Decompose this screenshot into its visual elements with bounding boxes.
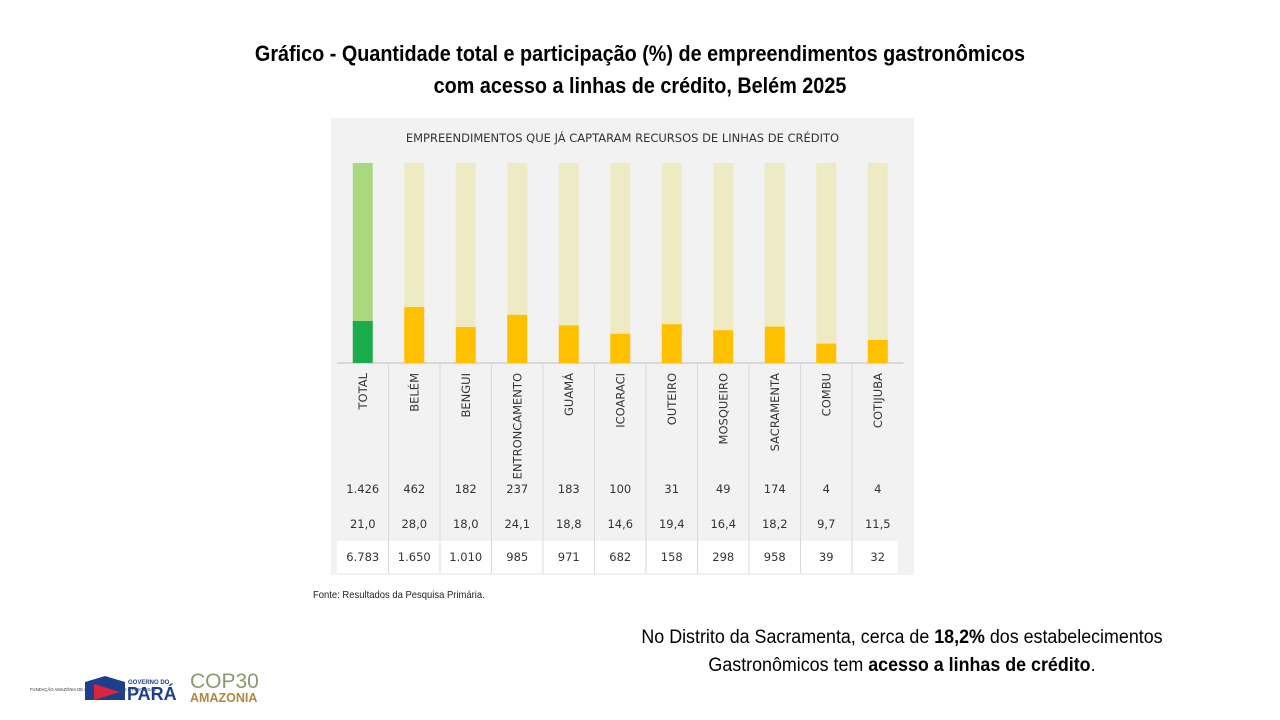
table-value-r1-c7: 16,4 <box>710 517 736 531</box>
highlight-note: No Distrito da Sacramenta, cerca de 18,2… <box>609 624 1196 680</box>
bar-part-0 <box>352 321 373 363</box>
bar-part-1 <box>404 307 425 363</box>
table-value-r1-c4: 18,8 <box>556 517 582 531</box>
table-value-r1-c10: 11,5 <box>865 517 891 531</box>
table-value-r0-c8: 174 <box>764 482 786 496</box>
bar-part-8 <box>764 326 785 363</box>
note-middle: dos estabelecimentos <box>984 627 1163 648</box>
bar-rest-5 <box>610 163 631 334</box>
table-value-r0-c2: 182 <box>455 482 477 496</box>
table-value-r2-c1: 1.650 <box>398 550 431 564</box>
table-value-r2-c3: 985 <box>506 550 528 564</box>
cop30-text: COP30 <box>190 670 259 693</box>
category-label-7: MOSQUEIRO <box>716 373 730 444</box>
bar-chart: TOTAL 1.426 21,0 6.783 BELÉM 462 28,0 1.650 BENG… <box>337 163 904 573</box>
bar-part-9 <box>816 343 837 363</box>
table-value-r1-c8: 18,2 <box>762 517 788 531</box>
table-value-r0-c3: 237 <box>506 482 528 496</box>
table-value-r0-c1: 462 <box>403 482 425 496</box>
table-value-r1-c0: 21,0 <box>350 517 376 531</box>
table-value-r2-c5: 682 <box>609 550 631 564</box>
table-value-r0-c9: 4 <box>823 482 830 496</box>
bar-rest-2 <box>455 163 476 327</box>
table-value-r2-c10: 32 <box>870 550 885 564</box>
bar-part-6 <box>661 324 682 363</box>
category-label-4: GUAMÁ <box>561 373 576 416</box>
note-suffix: . <box>1090 655 1096 676</box>
table-row-3-background <box>337 541 898 573</box>
table-value-r2-c8: 958 <box>764 550 786 564</box>
page-title: Gráfico - Quantidade total e participaçã… <box>64 38 1216 102</box>
table-value-r0-c10: 4 <box>874 482 881 496</box>
bar-rest-3 <box>507 163 528 315</box>
source-note: Fonte: Resultados da Pesquisa Primária. <box>313 589 485 601</box>
note-line2-prefix: Gastronômicos tem <box>708 655 869 676</box>
bar-rest-7 <box>713 163 734 331</box>
bar-part-10 <box>867 340 888 363</box>
table-value-r1-c1: 28,0 <box>401 517 427 531</box>
table-value-r1-c9: 9,7 <box>817 517 835 531</box>
category-label-8: SACRAMENTA <box>768 373 782 452</box>
table-value-r1-c6: 19,4 <box>659 517 685 531</box>
table-value-r0-c7: 49 <box>716 482 731 496</box>
category-label-1: BELÉM <box>406 373 421 412</box>
category-label-0: TOTAL <box>356 372 370 410</box>
title-line-2: com acesso a linhas de crédito, Belém 20… <box>433 73 847 98</box>
amazonia-text: AMAZONIA <box>190 691 257 705</box>
bar-part-3 <box>507 314 528 363</box>
chart-panel: EMPREENDIMENTOS QUE JÁ CAPTARAM RECURSOS… <box>331 118 914 575</box>
category-label-9: COMBU <box>819 373 833 416</box>
bar-rest-9 <box>816 163 837 344</box>
bar-rest-4 <box>558 163 579 326</box>
bar-rest-8 <box>764 163 785 327</box>
title-line-1: Gráfico - Quantidade total e participaçã… <box>254 41 1026 66</box>
table-value-r2-c4: 971 <box>558 550 580 564</box>
note-percent: 18,2% <box>934 627 985 648</box>
bar-part-2 <box>455 327 476 363</box>
bar-rest-6 <box>661 163 682 325</box>
note-prefix: No Distrito da Sacramenta, cerca de <box>641 627 935 648</box>
table-value-r0-c6: 31 <box>664 482 679 496</box>
table-value-r0-c0: 1.426 <box>346 482 379 496</box>
bar-rest-0 <box>352 163 373 321</box>
note-credit-access: acesso a linhas de crédito <box>868 655 1091 676</box>
para-flag-star-icon <box>94 684 120 700</box>
bar-part-7 <box>713 330 734 363</box>
table-value-r2-c6: 158 <box>661 550 683 564</box>
table-value-r2-c2: 1.010 <box>449 550 482 564</box>
chart-title: EMPREENDIMENTOS QUE JÁ CAPTARAM RECURSOS… <box>405 131 840 145</box>
category-label-6: OUTEIRO <box>665 373 679 425</box>
bar-rest-1 <box>404 163 425 307</box>
table-value-r1-c3: 24,1 <box>504 517 530 531</box>
category-label-10: COTIJUBA <box>871 373 885 428</box>
table-value-r0-c4: 183 <box>558 482 580 496</box>
table-value-r2-c0: 6.783 <box>346 550 379 564</box>
category-label-3: ENTRONCAMENTO <box>510 373 524 479</box>
category-label-2: BENGUI <box>459 373 473 417</box>
table-value-r2-c9: 39 <box>819 550 834 564</box>
footer-logos: FUNDAÇÃO AMAZÔNIA DE AMPARO A ESTUDOS E … <box>30 670 259 705</box>
table-value-r2-c7: 298 <box>712 550 734 564</box>
bar-part-4 <box>558 325 579 363</box>
table-value-r1-c5: 14,6 <box>607 517 633 531</box>
para-text: PARÁ <box>127 683 177 704</box>
category-label-5: ICOARACI <box>613 373 627 428</box>
table-value-r1-c2: 18,0 <box>453 517 479 531</box>
table-value-r0-c5: 100 <box>609 482 631 496</box>
bar-rest-10 <box>867 163 888 340</box>
governo-do-text: GOVERNO DO <box>128 680 170 686</box>
bar-part-5 <box>610 333 631 363</box>
